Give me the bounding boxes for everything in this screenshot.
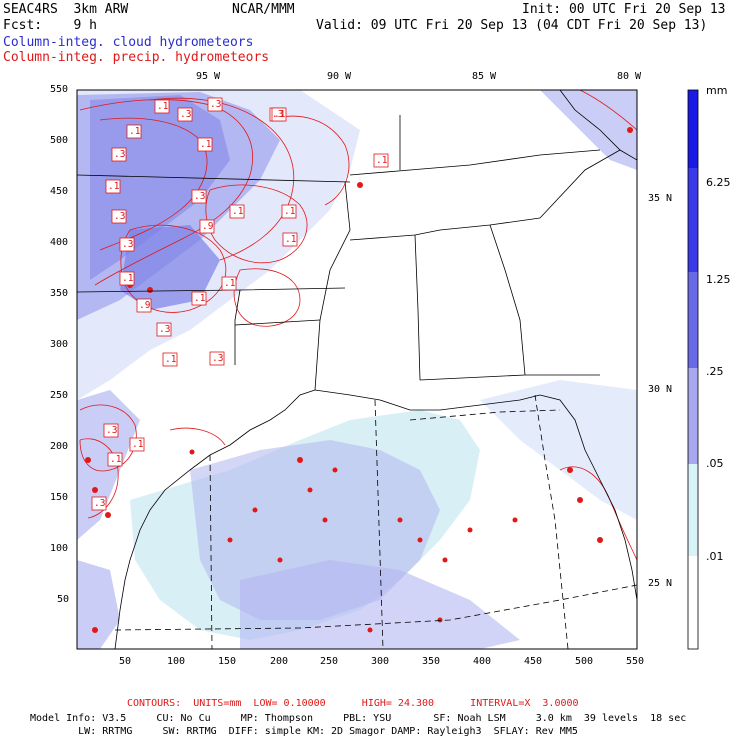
contour-label: .3 <box>159 324 171 335</box>
forecast-hour: Fcst: 9 h <box>3 18 97 33</box>
colorbar <box>687 89 699 650</box>
contour-label: .1 <box>122 273 134 284</box>
y-tick-label: 200 <box>50 441 69 452</box>
contour-label: .3 <box>114 149 126 160</box>
contour-label: .3 <box>272 109 284 120</box>
x-tick-label: 550 <box>626 656 645 667</box>
boundaries <box>77 90 637 649</box>
map-frame <box>76 89 638 650</box>
center-label: NCAR/MMM <box>232 2 295 17</box>
y-tick-label: 450 <box>50 186 69 197</box>
contour-label: .9 <box>139 300 151 311</box>
contour-label: .1 <box>194 293 206 304</box>
contour-label: .1 <box>274 109 286 120</box>
contour-label: .1 <box>132 439 144 450</box>
valid-time: Valid: 09 UTC Fri 20 Sep 13 (04 CDT Fri … <box>316 18 708 33</box>
lat-label-30n: 30 N <box>648 384 673 395</box>
init-time: Init: 00 UTC Fri 20 Sep 13 <box>522 2 726 17</box>
contour-label: .3 <box>94 498 106 509</box>
cloud-shading <box>77 90 637 649</box>
colorbar-label: .25 <box>706 365 724 378</box>
model-info: Model Info: V3.5 CU: No Cu MP: Thompson … <box>30 713 687 724</box>
colorbar-label: 6.25 <box>706 176 731 189</box>
colorbar-label: 1.25 <box>706 273 731 286</box>
colorbar-label: .05 <box>706 457 724 470</box>
x-tick-label: 150 <box>218 656 237 667</box>
lon-label-85w: 85 W <box>472 71 497 82</box>
y-tick-label: 250 <box>50 390 69 401</box>
contour-label: .1 <box>224 278 236 289</box>
contour-label: .3 <box>180 109 192 120</box>
x-tick-label: 500 <box>575 656 594 667</box>
model-info-2: LW: RRTMG SW: RRTMG DIFF: simple KM: 2D … <box>30 726 578 737</box>
x-tick-label: 300 <box>371 656 390 667</box>
lon-label-80w: 80 W <box>617 71 642 82</box>
x-tick-label: 200 <box>270 656 289 667</box>
x-tick-label: 350 <box>422 656 441 667</box>
contour-label: .3 <box>194 191 206 202</box>
contour-label: .3 <box>212 353 224 364</box>
y-tick-label: 150 <box>50 492 69 503</box>
x-tick-label: 400 <box>473 656 492 667</box>
contours-info: CONTOURS: UNITS=mm LOW= 0.10000 HIGH= 24… <box>127 698 579 709</box>
y-tick-label: 400 <box>50 237 69 248</box>
contour-label: .3 <box>106 425 118 436</box>
contour-label: .3 <box>122 239 134 250</box>
x-tick-label: 50 <box>119 656 132 667</box>
contour-label: .1 <box>165 354 177 365</box>
contour-label: .1 <box>110 454 122 465</box>
y-tick-label: 100 <box>50 543 69 554</box>
precip-cells <box>85 127 633 633</box>
lat-label-25n: 25 N <box>648 578 673 589</box>
contour-label: .9 <box>202 221 214 232</box>
lat-label-35n: 35 N <box>648 193 673 204</box>
x-tick-label: 450 <box>524 656 543 667</box>
contour-label-boxes <box>91 97 389 511</box>
contour-label: .3 <box>210 99 222 110</box>
lon-label-95w: 95 W <box>196 71 221 82</box>
contour-label: .1 <box>200 139 212 150</box>
contour-label: .1 <box>376 155 388 166</box>
x-tick-label: 250 <box>320 656 339 667</box>
y-tick-label: 550 <box>50 84 69 95</box>
contour-label: .1 <box>285 234 297 245</box>
y-tick-label: 350 <box>50 288 69 299</box>
y-tick-label: 50 <box>57 594 70 605</box>
contour-label: .1 <box>157 101 169 112</box>
colorbar-unit: mm <box>706 84 728 97</box>
contour-label: .1 <box>284 206 296 217</box>
lon-label-90w: 90 W <box>327 71 352 82</box>
contour-label: .1 <box>129 126 141 137</box>
y-tick-label: 500 <box>50 135 69 146</box>
colorbar-label: .01 <box>706 550 724 563</box>
contour-label: .3 <box>114 211 126 222</box>
field-precip-label: Column-integ. precip. hydrometeors <box>3 50 270 65</box>
x-tick-label: 100 <box>167 656 186 667</box>
contour-label: .1 <box>232 206 244 217</box>
model-title: SEAC4RS 3km ARW <box>3 2 129 17</box>
y-tick-label: 300 <box>50 339 69 350</box>
field-cloud-label: Column-integ. cloud hydrometeors <box>3 35 254 50</box>
contour-label: .1 <box>108 181 120 192</box>
latlon-grid <box>114 394 637 649</box>
